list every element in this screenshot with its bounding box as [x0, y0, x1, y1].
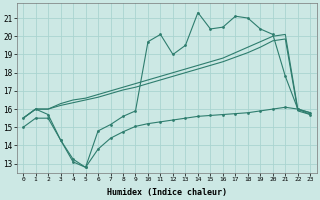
X-axis label: Humidex (Indice chaleur): Humidex (Indice chaleur)	[107, 188, 227, 197]
